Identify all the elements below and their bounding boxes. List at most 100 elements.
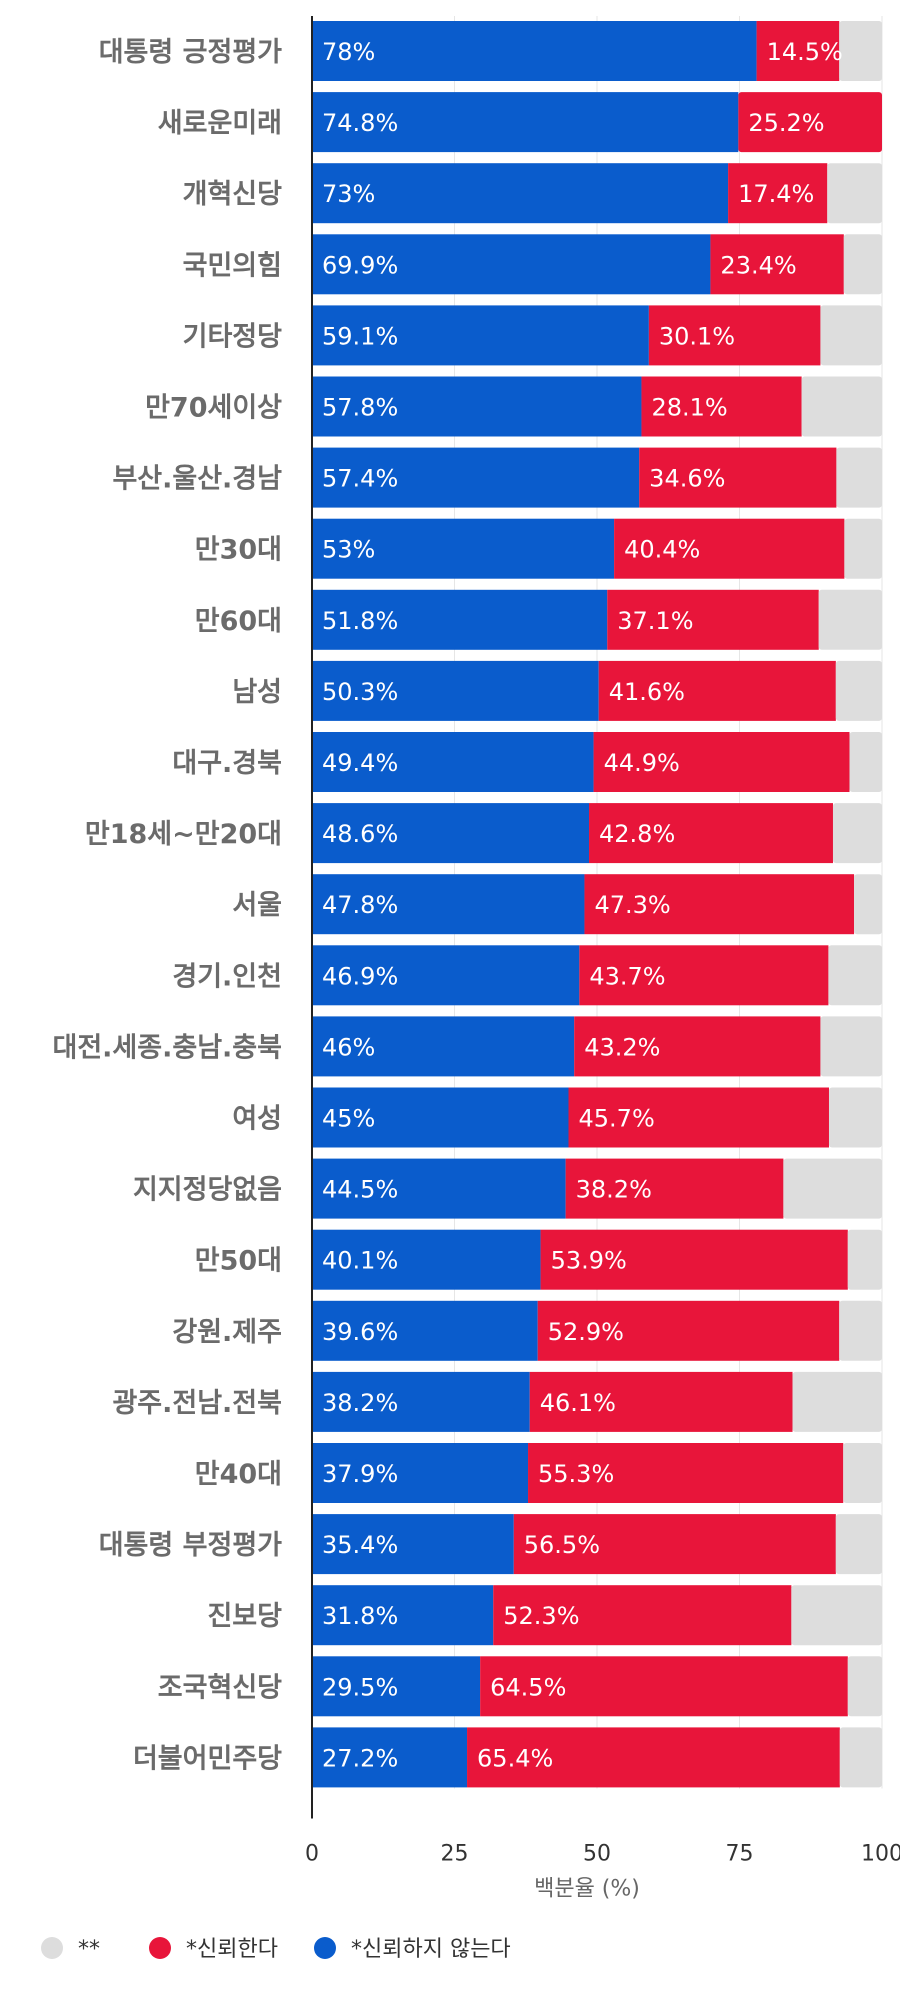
bar-segment[interactable] [843, 1443, 882, 1503]
bar-segment[interactable] [839, 21, 882, 81]
bar-segment[interactable] [312, 1514, 514, 1575]
bar-segment[interactable] [312, 376, 642, 437]
bar-segment[interactable] [480, 1656, 848, 1717]
bar-segment[interactable] [312, 1727, 468, 1788]
bar-segment[interactable] [828, 945, 882, 1006]
category-label: 만18세~만20대 [85, 819, 282, 850]
category-label: 국민의힘 [183, 250, 282, 281]
data-label: 38.2% [322, 1389, 398, 1417]
bar-segment[interactable] [312, 874, 585, 935]
bar-segment[interactable] [312, 1300, 538, 1361]
data-label: 46% [322, 1033, 375, 1061]
legend[interactable]: ** *신뢰한다 *신뢰하지 않는다 [41, 1937, 511, 1962]
legend-label[interactable]: *신뢰하지 않는다 [351, 1937, 511, 1962]
bar-segment[interactable] [493, 1585, 792, 1646]
bar-segment[interactable] [756, 21, 840, 81]
bar-segment[interactable] [648, 305, 821, 366]
bar-segment[interactable] [792, 1371, 882, 1432]
bar-segment[interactable] [843, 234, 882, 295]
bar-segment[interactable] [312, 1585, 494, 1646]
legend-marker[interactable] [149, 1937, 171, 1959]
data-label: 69.9% [322, 251, 398, 279]
bar-segment[interactable] [312, 447, 640, 508]
bar-segment[interactable] [847, 1229, 882, 1290]
bar-segment[interactable] [607, 589, 819, 650]
bar-segment[interactable] [312, 1016, 575, 1077]
bar-segment[interactable] [312, 803, 590, 864]
bar-segment[interactable] [312, 92, 739, 153]
bar-segment[interactable] [791, 1585, 882, 1646]
bar-segment[interactable] [312, 1158, 566, 1219]
bar-segment[interactable] [312, 732, 594, 792]
bar-segment[interactable] [584, 874, 855, 935]
bar-segment[interactable] [728, 163, 828, 224]
data-label: 57.8% [322, 394, 398, 422]
bar-segment[interactable] [738, 92, 882, 153]
bar-segment[interactable] [312, 163, 729, 224]
bar-segment[interactable] [818, 589, 882, 650]
bar-segment[interactable] [312, 1087, 569, 1148]
category-label: 부산.울산.경남 [112, 464, 282, 495]
bar-segment[interactable] [565, 1158, 784, 1219]
bar-segment[interactable] [835, 660, 882, 721]
bar-segment[interactable] [832, 803, 882, 864]
bar-segment[interactable] [849, 732, 882, 792]
bar-segment[interactable] [614, 518, 845, 579]
category-label: 대통령 긍정평가 [99, 37, 282, 68]
bar-segment[interactable] [820, 1016, 882, 1077]
bar-segment[interactable] [839, 1727, 882, 1788]
data-label: 52.9% [548, 1318, 624, 1346]
bar-segment[interactable] [528, 1443, 844, 1503]
bar-segment[interactable] [820, 305, 882, 366]
bar-segment[interactable] [589, 803, 833, 864]
bar-segment[interactable] [839, 1300, 882, 1361]
bar-segment[interactable] [593, 732, 850, 792]
bar-segment[interactable] [847, 1656, 882, 1717]
data-label: 74.8% [322, 109, 398, 137]
category-label: 대통령 부정평가 [99, 1530, 282, 1561]
data-label: 50.3% [322, 678, 398, 706]
legend-marker[interactable] [314, 1937, 336, 1959]
bar-segment[interactable] [467, 1727, 840, 1788]
data-label: 47.8% [322, 891, 398, 919]
data-label: 55.3% [538, 1460, 614, 1488]
data-label: 45.7% [579, 1105, 655, 1133]
bar-segment[interactable] [827, 163, 882, 224]
bar-segment[interactable] [598, 660, 836, 721]
bar-segment[interactable] [312, 234, 711, 295]
bar-segment[interactable] [854, 874, 882, 935]
bar-segment[interactable] [836, 447, 882, 508]
data-label: 46.1% [540, 1389, 616, 1417]
bar-segment[interactable] [828, 1087, 882, 1148]
bar-segment[interactable] [783, 1158, 882, 1219]
bar-segment[interactable] [568, 1087, 829, 1148]
data-label: 57.4% [322, 465, 398, 493]
legend-label[interactable]: ** [78, 1937, 100, 1962]
bar-segment[interactable] [574, 1016, 821, 1077]
bar-segment[interactable] [312, 21, 757, 81]
bar-segment[interactable] [312, 945, 580, 1006]
bar-segment[interactable] [312, 1371, 530, 1432]
bar-segment[interactable] [529, 1371, 793, 1432]
category-label: 개혁신당 [183, 179, 283, 210]
bar-segment[interactable] [312, 589, 608, 650]
bar-segment[interactable] [710, 234, 844, 295]
bar-segment[interactable] [312, 305, 649, 366]
bar-segment[interactable] [641, 376, 802, 437]
bar-segment[interactable] [312, 518, 615, 579]
bar-segment[interactable] [537, 1300, 840, 1361]
bar-segment[interactable] [801, 376, 882, 437]
bar-segment[interactable] [835, 1514, 882, 1575]
bar-segment[interactable] [844, 518, 882, 579]
legend-label[interactable]: *신뢰한다 [186, 1937, 278, 1962]
bar-segment[interactable] [312, 1656, 481, 1717]
bar-segment[interactable] [639, 447, 837, 508]
bar-segment[interactable] [513, 1514, 836, 1575]
bar-segment[interactable] [579, 945, 829, 1006]
bar-segment[interactable] [540, 1229, 848, 1290]
bar-segment[interactable] [312, 1229, 541, 1290]
data-label: 64.5% [490, 1673, 566, 1701]
legend-marker[interactable] [41, 1937, 63, 1959]
bar-segment[interactable] [312, 1443, 529, 1503]
bar-segment[interactable] [312, 660, 599, 721]
